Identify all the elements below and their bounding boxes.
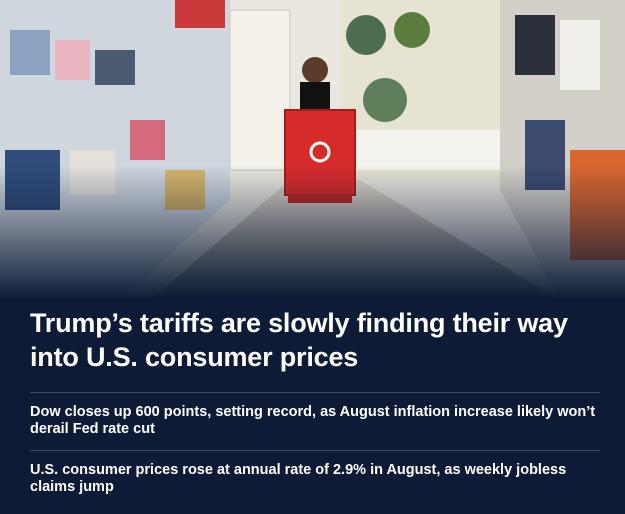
related-link[interactable]: Dow closes up 600 points, setting record…: [30, 404, 596, 437]
photo: [0, 0, 625, 300]
divider: [30, 450, 600, 451]
headline[interactable]: Trump’s tariffs are slowly finding their…: [30, 308, 568, 372]
divider: [30, 392, 600, 393]
related-link[interactable]: U.S. consumer prices rose at annual rate…: [30, 462, 567, 495]
